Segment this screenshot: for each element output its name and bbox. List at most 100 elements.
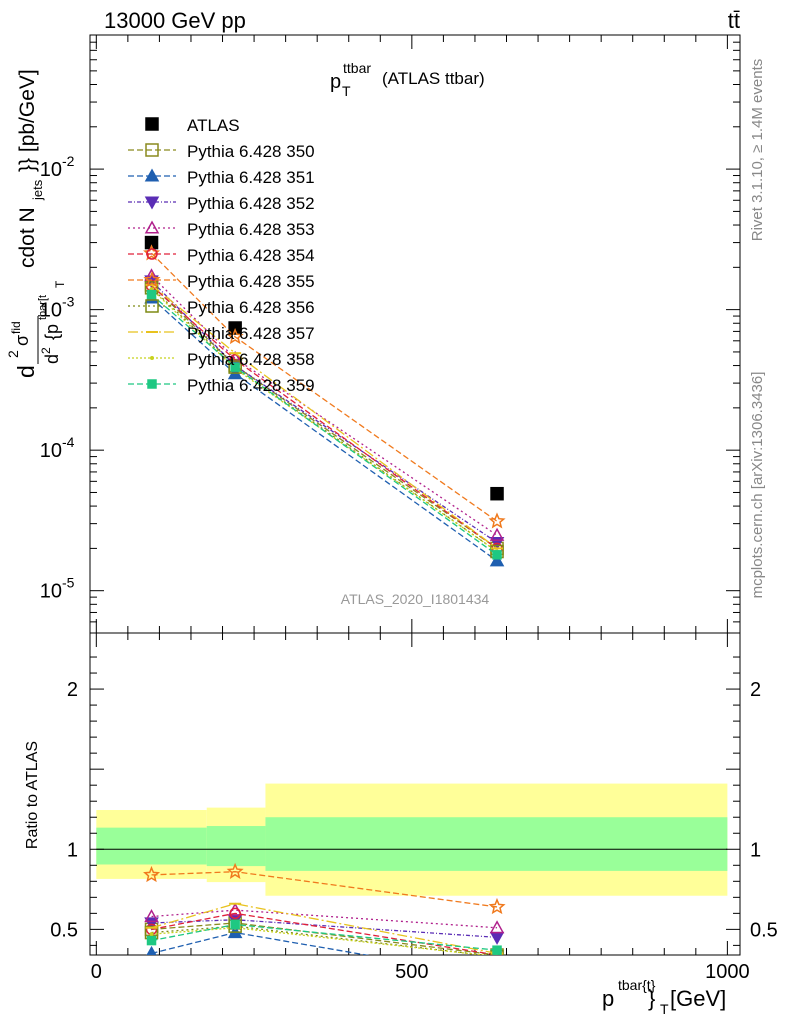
ratio-series-8 (149, 925, 499, 955)
ratio-point (143, 865, 161, 883)
main-series-1 (144, 278, 504, 556)
ratio-series-line (151, 927, 489, 955)
ratio-uncertainty-bands (96, 783, 728, 896)
x-tick-label: 1000 (705, 961, 750, 983)
legend-marker (143, 271, 161, 288)
legend-entry-9: Pythia 6.428 358 (128, 350, 315, 369)
legend-marker (144, 168, 160, 182)
main-series-line (151, 284, 498, 549)
svg-text:[GeV]: [GeV] (670, 986, 726, 1011)
main-series-3 (144, 275, 505, 551)
main-series-line (151, 288, 498, 553)
legend-entry-6: Pythia 6.428 355 (128, 271, 315, 291)
ratio-point (146, 935, 157, 946)
ratio-series-line (151, 912, 498, 955)
ratio-series-9 (146, 919, 502, 955)
rivet-label: Rivet 3.1.10, ≥ 1.4M events (749, 59, 766, 242)
svg-text:{p: {p (42, 324, 62, 340)
ratio-series-line (151, 925, 489, 955)
main-plot-title: p T ttbar (ATLAS ttbar) (330, 60, 485, 99)
legend-entry-3: Pythia 6.428 352 (128, 194, 315, 213)
svg-text:d: d (42, 354, 62, 364)
main-y-tick-base: 10 (40, 300, 62, 322)
legend-entry-0: ATLAS (145, 116, 240, 135)
green-band-1 (206, 826, 266, 867)
x-tick-label: 500 (395, 961, 428, 983)
svg-text:2: 2 (5, 350, 21, 358)
main-y-tick-base: 10 (40, 440, 62, 462)
ratio-point (492, 945, 502, 955)
ratio-y-tick-label-right: 1 (750, 839, 761, 861)
ratio-point (149, 932, 154, 937)
energy-label: 13000 GeV pp (104, 8, 246, 33)
ratio-point (226, 862, 244, 880)
main-series-10 (146, 289, 502, 560)
svg-text:cdot N: cdot N (16, 207, 39, 268)
legend-marker (145, 299, 159, 313)
svg-text:p: p (330, 71, 341, 93)
main-y-tick-label: 10 -5 (40, 575, 75, 603)
svg-text:T: T (660, 1001, 669, 1017)
green-band-2 (265, 817, 728, 871)
ratio-point (489, 920, 505, 934)
legend-label: ATLAS (187, 116, 240, 135)
legend-label: Pythia 6.428 356 (187, 298, 315, 317)
legend-entry-4: Pythia 6.428 353 (128, 220, 315, 239)
legend-marker (150, 356, 154, 360)
legend-entry-7: Pythia 6.428 356 (128, 298, 315, 317)
svg-text:jets: jets (30, 179, 45, 201)
main-y-tick-exp: -4 (62, 434, 75, 450)
main-series-line (151, 284, 498, 549)
ratio-y-axis-label: Ratio to ATLAS (24, 741, 41, 849)
ratio-series-2 (144, 914, 505, 945)
svg-text:tbar[t: tbar[t (37, 295, 49, 320)
legend-entry-10: Pythia 6.428 359 (128, 376, 315, 395)
legend-label: Pythia 6.428 351 (187, 168, 315, 187)
legend-marker (146, 248, 158, 260)
ratio-series-line (151, 871, 498, 908)
legend-label: Pythia 6.428 355 (187, 272, 315, 291)
ratio-y-tick-label-right: 0.5 (750, 919, 778, 941)
ratio-point (230, 919, 240, 930)
legend-marker (145, 117, 159, 131)
ratio-y-tick-label: 0.5 (50, 919, 78, 941)
main-series-line (151, 252, 498, 522)
main-series-layer (143, 235, 506, 567)
svg-text:tbar{t}: tbar{t} (618, 977, 656, 993)
main-point (228, 360, 242, 374)
legend-label: Pythia 6.428 359 (187, 376, 315, 395)
legend-marker (144, 220, 160, 234)
legend-marker (144, 196, 160, 210)
legend-label: Pythia 6.428 350 (187, 142, 315, 161)
legend-entry-5: Pythia 6.428 354 (128, 246, 315, 265)
legend: ATLAS Pythia 6.428 350 Pythia 6.428 351 Pyt… (128, 116, 315, 395)
main-point (490, 486, 504, 501)
main-series-line (151, 285, 498, 549)
main-y-tick-label: 10 -3 (40, 294, 75, 322)
svg-text:T: T (53, 280, 67, 288)
ratio-series-layer (143, 862, 506, 955)
ratio-point (488, 897, 506, 915)
svg-text:d: d (13, 365, 39, 378)
svg-text:}: } (648, 986, 655, 1011)
main-point (489, 553, 505, 567)
main-point (492, 550, 502, 560)
x-tick-label: 0 (91, 961, 102, 983)
legend-label: Pythia 6.428 353 (187, 220, 315, 239)
x-axis-label: p tbar{t} T [GeV] } (602, 977, 726, 1017)
main-y-tick-label: 10 -2 (40, 153, 75, 181)
main-y-tick-exp: -2 (62, 153, 75, 169)
ratio-point (229, 907, 241, 920)
ratio-series-5 (143, 862, 506, 915)
main-point (489, 527, 505, 541)
ratio-y-tick-label-right: 2 (750, 679, 761, 701)
main-point (226, 327, 244, 345)
analysis-watermark: ATLAS_2020_I1801434 (341, 591, 490, 607)
legend-entry-8: Pythia 6.428 357 (128, 324, 315, 343)
main-point (488, 512, 506, 529)
legend-label: Pythia 6.428 352 (187, 194, 315, 213)
ratio-y-tick-label: 2 (67, 679, 78, 701)
legend-label: Pythia 6.428 358 (187, 350, 315, 369)
